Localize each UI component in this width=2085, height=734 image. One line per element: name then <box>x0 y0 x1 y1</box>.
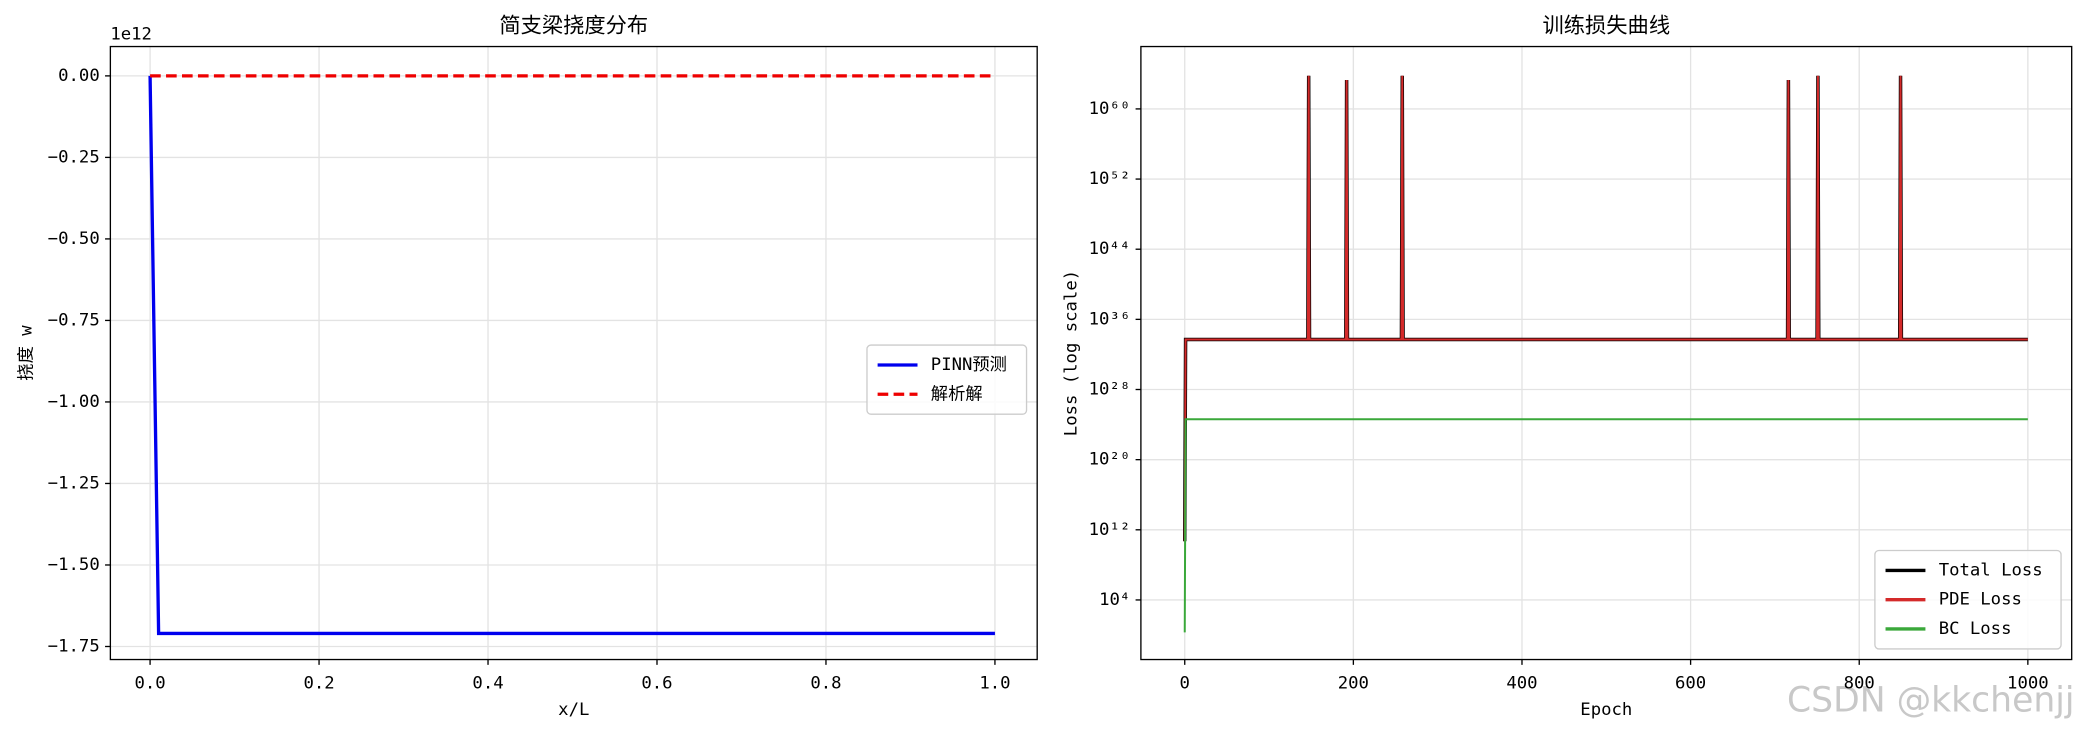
series-line <box>1183 75 2028 542</box>
plot-area <box>148 74 995 636</box>
x-tick-label: 600 <box>1675 673 1706 693</box>
y-tick-label: 10¹² <box>1089 520 1131 540</box>
y-tick-label: 10²⁰ <box>1089 450 1131 470</box>
y-tick-label: 10⁴⁴ <box>1089 239 1131 259</box>
legend-box <box>1874 549 2062 650</box>
legend-label: 解析解 <box>931 384 983 404</box>
x-axis-label: Epoch <box>1580 700 1632 720</box>
x-tick-label: 1.0 <box>979 673 1010 693</box>
x-tick-label: 800 <box>1844 673 1875 693</box>
legend-label: PDE Loss <box>1939 590 2022 610</box>
legend-box <box>866 344 1028 415</box>
series-line <box>148 75 995 636</box>
y-tick-label: −1.00 <box>48 392 100 412</box>
y-axis-label: 挠度 w <box>17 325 37 381</box>
x-tick-label: 0.0 <box>134 673 165 693</box>
y-tick-label: 10³⁶ <box>1089 309 1131 329</box>
x-tick-label: 0.8 <box>810 673 841 693</box>
y-tick-label: −0.50 <box>48 229 100 249</box>
x-tick-label: 0 <box>1180 673 1190 693</box>
series-line <box>1183 418 2028 633</box>
y-tick-label: −0.75 <box>48 310 100 330</box>
axes-frame <box>109 45 1038 661</box>
y-axis-label: Loss (log scale) <box>1062 270 1082 436</box>
y-tick-label: 0.00 <box>58 66 100 86</box>
x-tick-label: 1000 <box>2007 673 2049 693</box>
y-tick-label: 10²⁸ <box>1089 380 1131 400</box>
y-tick-label: −0.25 <box>48 147 100 167</box>
x-tick-label: 200 <box>1338 673 1369 693</box>
watermark: CSDN @kkchenjj <box>1787 681 2074 721</box>
axes-frame <box>1140 45 2073 661</box>
y-tick-label: 10⁶⁰ <box>1089 99 1131 119</box>
chart-title: 训练损失曲线 <box>1543 14 1671 39</box>
y-tick-label: −1.25 <box>48 473 100 493</box>
x-tick-label: 0.6 <box>641 673 672 693</box>
y-tick-label: −1.50 <box>48 555 100 575</box>
y-tick-label: −1.75 <box>48 636 100 656</box>
x-axis-label: x/L <box>558 700 589 720</box>
legend-label: BC Loss <box>1939 619 2012 639</box>
legend-label: Total Loss <box>1939 560 2043 580</box>
chart-title: 简支梁挠度分布 <box>499 14 648 39</box>
y-offset-text: 1e12 <box>110 25 152 45</box>
x-tick-label: 400 <box>1506 673 1537 693</box>
x-tick-label: 0.2 <box>303 673 334 693</box>
legend-label: PINN预测 <box>931 355 1007 375</box>
plot-area <box>1183 75 2028 633</box>
y-tick-label: 10⁵² <box>1089 169 1131 189</box>
y-tick-label: 10⁴ <box>1099 590 1130 610</box>
x-tick-label: 0.4 <box>472 673 503 693</box>
